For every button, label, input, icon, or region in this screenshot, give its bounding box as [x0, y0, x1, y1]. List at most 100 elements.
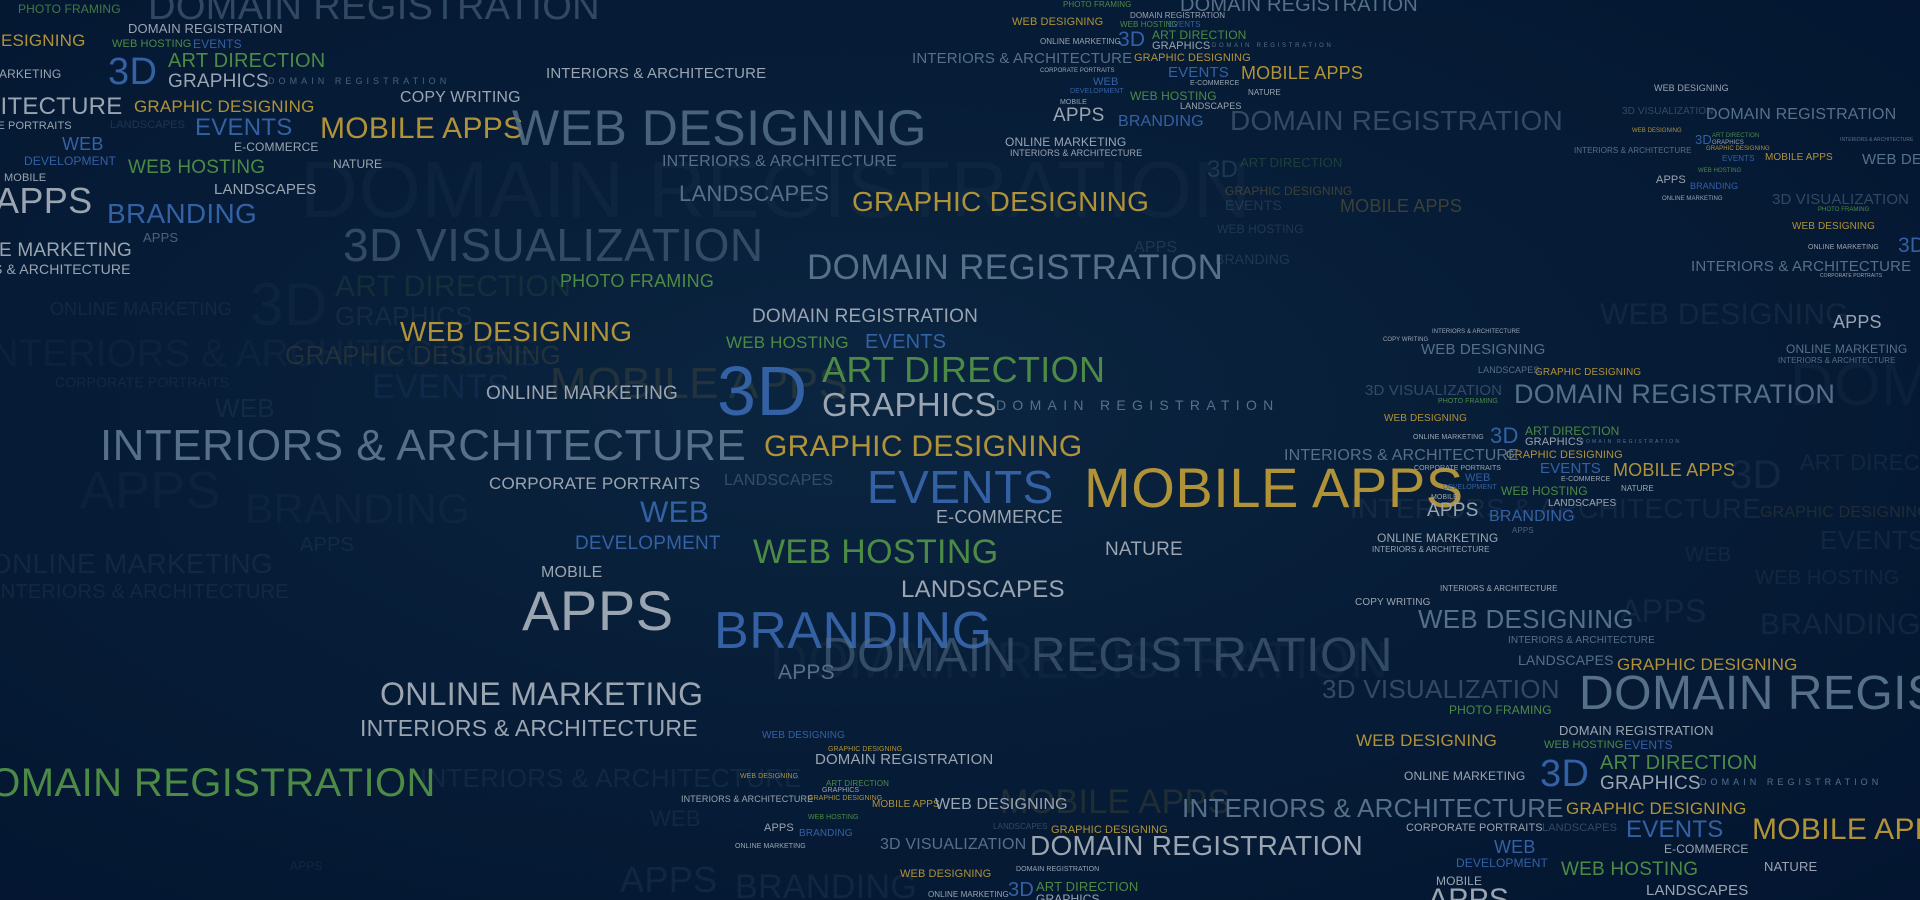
cloud-word: GRAPHICS: [335, 301, 473, 331]
cloud-word: GRAPHIC DESIGNING: [1617, 655, 1798, 674]
cloud-word: WEB DESIGNING: [1384, 413, 1467, 424]
cloud-word: GRAPHICS: [822, 787, 860, 794]
cloud-word: BRANDING: [735, 868, 918, 900]
cloud-word: WEB HOSTING: [1217, 222, 1304, 236]
cloud-word: GRAPHICS: [1600, 773, 1701, 794]
cloud-word: MOBILE APPS: [550, 359, 849, 408]
cloud-word: 3D: [1207, 156, 1239, 183]
cloud-word: GRAPHIC DESIGNING: [1535, 367, 1642, 378]
cloud-word: LANDSCAPES: [901, 576, 1065, 603]
cloud-word: ART DIRECTION: [1240, 155, 1343, 170]
cloud-word: BRANDING: [1215, 251, 1291, 267]
cloud-word: ONLINE MARKETING: [1662, 196, 1723, 202]
cloud-word: WEB DESIGNING: [1012, 16, 1104, 28]
cloud-word: BRANDING: [799, 828, 853, 839]
cloud-word: APPS: [1620, 593, 1707, 629]
cloud-word: ART DIRECTION: [168, 50, 326, 72]
cloud-word: MOBILE APPS: [1000, 783, 1231, 821]
cloud-word: 3D: [108, 51, 158, 93]
cloud-word: INTERIORS & ARCHITECTURE: [1691, 258, 1912, 275]
cloud-word: DEVELOPMENT: [1070, 88, 1124, 95]
cloud-word: WEB HOSTING: [1755, 567, 1900, 589]
cloud-word: BRANDING: [1690, 181, 1739, 191]
cloud-word: ART DIRECTION: [1525, 424, 1620, 438]
cloud-word: APPS: [300, 534, 355, 556]
cloud-word: MOBILE: [4, 172, 47, 184]
cloud-word: DOMAIN REGISTRATION: [1514, 379, 1836, 409]
cloud-word: ONLINE MARKETING: [0, 67, 62, 81]
cloud-word: DOMAIN REGISTRATION: [1790, 351, 1920, 418]
cloud-word: INTERIORS & ARCHITECTURE: [1440, 584, 1558, 593]
cloud-word: INTERIORS & ARCHITECTURE: [1574, 146, 1692, 155]
cloud-word: MOBILE: [1060, 99, 1087, 106]
cloud-word: ART DIRECTION: [822, 349, 1106, 390]
cloud-word: INTERIORS & ARCHITECTURE: [100, 421, 747, 470]
cloud-word: INTERIORS & ARCHITECTURE: [681, 794, 814, 804]
cloud-word: 3D: [1118, 28, 1146, 51]
cloud-word: 3D VISUALIZATION: [1365, 382, 1503, 399]
cloud-word: CORPORATE PORTRAITS: [55, 374, 230, 390]
cloud-word: GRAPHIC DESIGNING: [808, 795, 883, 802]
cloud-word: WEB: [1093, 76, 1119, 88]
cloud-word: MOBILE APPS: [320, 112, 524, 145]
cloud-word: WEB DESIGNING: [1418, 604, 1634, 634]
cloud-word: DOMAIN REGISTRATION: [0, 761, 436, 805]
cloud-word: PHOTO FRAMING: [1449, 703, 1552, 717]
cloud-word: EVENTS: [865, 331, 947, 353]
cloud-word: GRAPHICS: [1036, 892, 1100, 900]
cloud-word: WEB DESIGNING: [1421, 341, 1546, 358]
cloud-word: WEB HOSTING: [1698, 168, 1742, 174]
cloud-word: E-COMMERCE: [1664, 842, 1749, 856]
cloud-word: ART DIRECTION: [335, 270, 572, 303]
cloud-word: WEB: [62, 134, 104, 154]
cloud-word: APPS: [1427, 500, 1479, 521]
cloud-word: ONLINE MARKETING: [0, 548, 273, 579]
cloud-word: GRAPHICS: [822, 386, 998, 423]
cloud-word: 3D VISUALIZATION: [343, 219, 764, 271]
cloud-word: DOMAIN REGISTRATION: [1212, 43, 1334, 49]
cloud-word: WEB HOSTING: [1544, 739, 1624, 751]
cloud-word: NATURE: [1764, 859, 1818, 874]
cloud-word: DOMAIN REGISTRATION: [770, 632, 1389, 690]
cloud-word: WEB: [650, 806, 701, 831]
cloud-word: EVENTS: [195, 114, 293, 141]
cloud-word: ONLINE MARKETING: [1377, 531, 1499, 545]
cloud-word: APPS: [1428, 883, 1510, 900]
cloud-word: INTERIORS & ARCHITECTURE: [662, 153, 897, 170]
cloud-word: CORPORATE PORTRAITS: [0, 120, 72, 132]
cloud-word: ART DIRECTION: [1600, 752, 1758, 774]
cloud-word: GRAPHIC DESIGNING: [828, 746, 903, 753]
cloud-word: EVENTS: [1168, 20, 1201, 29]
cloud-word: DOMAIN REGISTRATION: [1559, 723, 1714, 738]
cloud-word: GRAPHIC DESIGNING: [1506, 449, 1623, 461]
cloud-word: 3D: [717, 352, 808, 430]
cloud-word: MOBILE APPS: [1752, 813, 1920, 846]
cloud-word: BRANDING: [107, 198, 258, 229]
cloud-word: PHOTO FRAMING: [1438, 398, 1498, 405]
cloud-word: WEB: [640, 496, 710, 529]
cloud-word: CORPORATE PORTRAITS: [1040, 68, 1115, 74]
cloud-word: INTERIORS & ARCHITECTURE: [1350, 493, 1762, 524]
cloud-word: LANDSCAPES: [1180, 101, 1242, 111]
cloud-word: INTERIORS & ARCHITECTURE: [0, 93, 123, 120]
cloud-word: INTERIORS & ARCHITECTURE: [1284, 447, 1519, 464]
cloud-word: BRANDING: [714, 602, 993, 660]
cloud-word: 3D: [1490, 423, 1519, 448]
cloud-word: INTERIORS & ARCHITECTURE: [1432, 329, 1521, 335]
cloud-word: COPY WRITING: [400, 89, 521, 106]
cloud-word: DOMAIN REGISTRATION: [1030, 830, 1364, 861]
cloud-word: WEB: [215, 393, 276, 423]
cloud-word: WEB DESIGNING: [1654, 83, 1729, 93]
cloud-word: ONLINE MARKETING: [1786, 342, 1908, 356]
cloud-word: DOMAIN REGISTRATION: [996, 397, 1280, 413]
cloud-word: INTERIORS & ARCHITECTURE: [1840, 137, 1914, 143]
cloud-word: DEVELOPMENT: [1443, 484, 1497, 491]
cloud-word: GRAPHIC DESIGNING: [852, 186, 1150, 217]
cloud-word: 3D: [1008, 879, 1034, 900]
cloud-word: ONLINE MARKETING: [50, 299, 232, 319]
cloud-word: DOMAIN REGISTRATION: [1580, 439, 1682, 445]
cloud-word: WEB DESIGNING: [512, 100, 927, 156]
cloud-word: EVENTS: [1820, 525, 1920, 555]
cloud-word: DOMAIN REGISTRATION: [1130, 11, 1226, 20]
